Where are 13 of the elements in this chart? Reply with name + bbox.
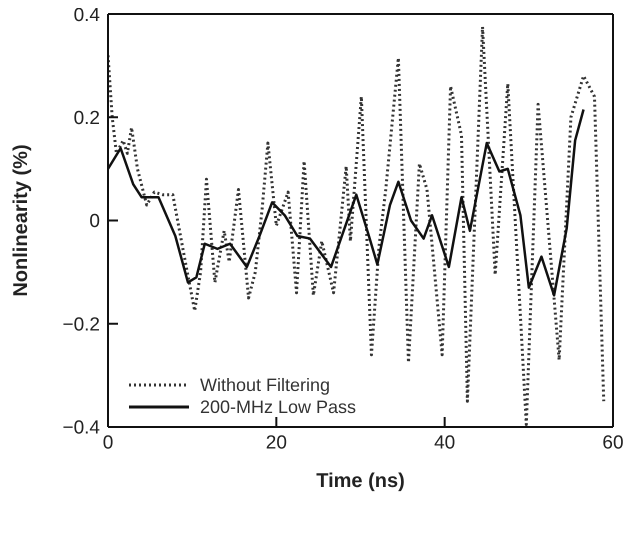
- x-axis-title: Time (ns): [316, 470, 405, 492]
- x-tick-label: 40: [434, 432, 456, 454]
- legend-label: Without Filtering: [200, 374, 330, 396]
- y-tick-label: −0.2: [62, 314, 100, 336]
- legend-label: 200-MHz Low Pass: [200, 396, 356, 418]
- y-tick-label: 0: [89, 211, 100, 232]
- y-axis-title: Nonlinearity (%): [10, 144, 32, 297]
- y-tick-label: 0.2: [74, 108, 100, 129]
- x-tick-label: 0: [102, 432, 114, 454]
- y-tick-label: −0.4: [62, 418, 100, 439]
- line-series: [108, 25, 606, 426]
- x-tick-label: 60: [602, 432, 624, 454]
- x-tick-label: 20: [266, 432, 287, 454]
